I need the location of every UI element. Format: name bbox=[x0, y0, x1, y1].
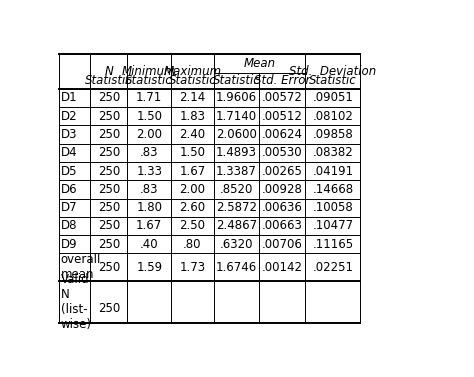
Text: 1.7140: 1.7140 bbox=[216, 110, 257, 123]
Text: 1.73: 1.73 bbox=[179, 261, 205, 274]
Text: 1.3387: 1.3387 bbox=[216, 165, 257, 178]
Text: 250: 250 bbox=[98, 219, 120, 233]
Text: 1.6746: 1.6746 bbox=[216, 261, 257, 274]
Text: 1.33: 1.33 bbox=[136, 165, 162, 178]
Text: 250: 250 bbox=[98, 201, 120, 214]
Text: 250: 250 bbox=[98, 261, 120, 274]
Text: 2.5872: 2.5872 bbox=[216, 201, 257, 214]
Text: Maximum: Maximum bbox=[164, 65, 221, 78]
Text: 1.67: 1.67 bbox=[179, 165, 206, 178]
Text: .6320: .6320 bbox=[220, 238, 253, 251]
Text: Statistic: Statistic bbox=[169, 74, 216, 87]
Text: 1.80: 1.80 bbox=[136, 201, 162, 214]
Text: Minimum: Minimum bbox=[122, 65, 176, 78]
Text: .8520: .8520 bbox=[220, 183, 253, 196]
Text: .10477: .10477 bbox=[312, 219, 354, 233]
Text: Mean: Mean bbox=[243, 57, 275, 70]
Text: .08102: .08102 bbox=[312, 110, 353, 123]
Text: 2.00: 2.00 bbox=[180, 183, 205, 196]
Text: .02251: .02251 bbox=[312, 261, 354, 274]
Text: .00572: .00572 bbox=[262, 92, 303, 104]
Text: 1.71: 1.71 bbox=[136, 92, 163, 104]
Text: D9: D9 bbox=[61, 238, 77, 251]
Text: D6: D6 bbox=[61, 183, 77, 196]
Text: .83: .83 bbox=[140, 146, 158, 159]
Text: Statistic: Statistic bbox=[85, 74, 133, 87]
Text: 250: 250 bbox=[98, 146, 120, 159]
Text: 250: 250 bbox=[98, 92, 120, 104]
Text: overall
mean: overall mean bbox=[61, 253, 101, 281]
Text: 1.50: 1.50 bbox=[180, 146, 205, 159]
Text: 2.0600: 2.0600 bbox=[216, 128, 257, 141]
Text: .10058: .10058 bbox=[312, 201, 353, 214]
Text: .04191: .04191 bbox=[312, 165, 354, 178]
Text: D7: D7 bbox=[61, 201, 77, 214]
Text: .00512: .00512 bbox=[262, 110, 303, 123]
Text: .09858: .09858 bbox=[312, 128, 353, 141]
Text: D3: D3 bbox=[61, 128, 77, 141]
Text: Std.  Deviation: Std. Deviation bbox=[289, 65, 376, 78]
Text: D5: D5 bbox=[61, 165, 77, 178]
Text: 2.40: 2.40 bbox=[179, 128, 205, 141]
Text: .00142: .00142 bbox=[262, 261, 303, 274]
Text: 2.14: 2.14 bbox=[179, 92, 206, 104]
Text: .00530: .00530 bbox=[262, 146, 303, 159]
Text: 250: 250 bbox=[98, 165, 120, 178]
Text: .00636: .00636 bbox=[262, 201, 303, 214]
Text: 1.4893: 1.4893 bbox=[216, 146, 257, 159]
Text: .83: .83 bbox=[140, 183, 158, 196]
Text: 1.9606: 1.9606 bbox=[216, 92, 257, 104]
Text: 1.83: 1.83 bbox=[180, 110, 205, 123]
Text: D8: D8 bbox=[61, 219, 77, 233]
Text: Statistic: Statistic bbox=[309, 74, 357, 87]
Text: .00706: .00706 bbox=[262, 238, 303, 251]
Text: 250: 250 bbox=[98, 110, 120, 123]
Text: 1.59: 1.59 bbox=[136, 261, 162, 274]
Text: D2: D2 bbox=[61, 110, 77, 123]
Text: Statistic: Statistic bbox=[126, 74, 173, 87]
Text: D1: D1 bbox=[61, 92, 77, 104]
Text: 2.60: 2.60 bbox=[179, 201, 205, 214]
Text: 250: 250 bbox=[98, 238, 120, 251]
Text: 250: 250 bbox=[98, 183, 120, 196]
Text: .00624: .00624 bbox=[262, 128, 303, 141]
Text: 250: 250 bbox=[98, 128, 120, 141]
Text: D4: D4 bbox=[61, 146, 77, 159]
Text: .11165: .11165 bbox=[312, 238, 354, 251]
Text: 250: 250 bbox=[98, 302, 120, 315]
Text: .09051: .09051 bbox=[312, 92, 353, 104]
Text: N: N bbox=[104, 65, 113, 78]
Text: .80: .80 bbox=[183, 238, 201, 251]
Text: 1.50: 1.50 bbox=[136, 110, 162, 123]
Text: .14668: .14668 bbox=[312, 183, 354, 196]
Text: .00928: .00928 bbox=[262, 183, 303, 196]
Text: Statistic: Statistic bbox=[213, 74, 260, 87]
Text: 2.50: 2.50 bbox=[180, 219, 205, 233]
Text: 2.00: 2.00 bbox=[136, 128, 162, 141]
Text: .08382: .08382 bbox=[312, 146, 353, 159]
Text: Valid
N
(list-
wise): Valid N (list- wise) bbox=[61, 273, 92, 331]
Text: .00265: .00265 bbox=[262, 165, 303, 178]
Text: 2.4867: 2.4867 bbox=[216, 219, 257, 233]
Text: .40: .40 bbox=[140, 238, 159, 251]
Text: 1.67: 1.67 bbox=[136, 219, 163, 233]
Text: .00663: .00663 bbox=[262, 219, 303, 233]
Text: Std. Error: Std. Error bbox=[254, 74, 310, 87]
